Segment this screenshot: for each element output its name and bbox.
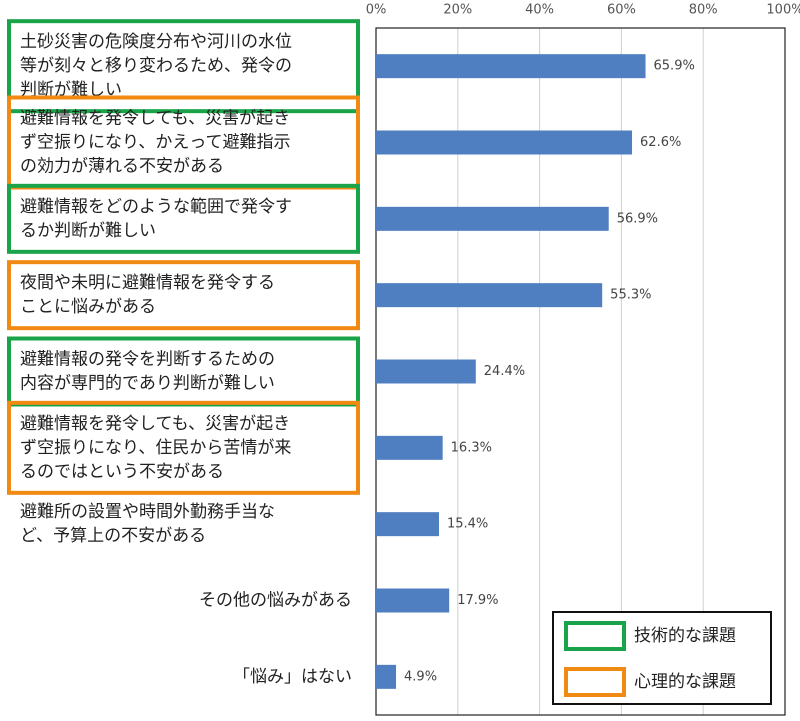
value-label: 17.9% <box>457 593 498 608</box>
legend-box <box>552 611 772 705</box>
bar <box>376 206 609 231</box>
legend-swatch <box>564 667 626 697</box>
bar <box>376 54 646 79</box>
category-label: 判断が難しい <box>20 80 122 100</box>
category-label: その他の悩みがある <box>199 591 352 611</box>
x-tick-label: 0% <box>366 3 387 18</box>
value-label: 16.3% <box>451 440 492 455</box>
category-label: ことに悩みがある <box>20 297 156 317</box>
bar <box>376 435 443 460</box>
legend-label: 心理的な課題 <box>634 672 736 692</box>
value-label: 65.9% <box>654 59 695 74</box>
value-label: 4.9% <box>404 669 437 684</box>
bar <box>376 588 450 613</box>
bar <box>376 512 439 537</box>
category-label: 夜間や未明に避難情報を発令する <box>20 273 275 293</box>
bar <box>376 359 476 384</box>
category-label: ど、予算上の不安がある <box>20 526 206 546</box>
x-tick-label: 40% <box>525 3 554 18</box>
category-label: 「悩み」はない <box>233 667 352 687</box>
category-label: 避難情報を発令しても、災害が起き <box>20 109 290 129</box>
bar <box>376 283 603 308</box>
category-label: 避難所の設置や時間外勤務手当な <box>20 502 275 522</box>
category-box <box>7 183 360 254</box>
bar <box>376 130 633 155</box>
legend-swatch <box>564 621 626 651</box>
x-tick-label: 60% <box>607 3 636 18</box>
value-label: 55.3% <box>610 288 651 303</box>
x-tick-label: 20% <box>443 3 472 18</box>
category-label: 避難情報の発令を判断するための <box>20 350 275 370</box>
category-label: 土砂災害の危険度分布や河川の水位 <box>20 32 292 52</box>
category-box <box>7 336 360 407</box>
category-label: ず空振りになり、住民から苦情が来 <box>20 438 291 458</box>
value-label: 62.6% <box>640 135 681 150</box>
x-tick-label: 80% <box>689 3 718 18</box>
category-label: ず空振りになり、かえって避難指示 <box>20 133 290 153</box>
category-label: るのではという不安がある <box>20 462 224 482</box>
legend-label: 技術的な課題 <box>634 626 736 646</box>
value-label: 15.4% <box>447 517 488 532</box>
bar <box>376 664 397 689</box>
category-label: 内容が専門的であり判断が難しい <box>20 374 275 394</box>
value-label: 56.9% <box>617 211 658 226</box>
category-label: の効力が薄れる不安がある <box>20 157 224 177</box>
category-label: 避難情報を発令しても、災害が起き <box>20 414 290 434</box>
x-tick-label: 100% <box>766 3 800 18</box>
category-box <box>7 19 360 114</box>
category-label: 避難情報をどのような範囲で発令す <box>20 197 292 217</box>
category-box <box>7 260 360 331</box>
value-label: 24.4% <box>484 364 525 379</box>
category-label: 等が刻々と移り変わるため、発令の <box>20 56 292 76</box>
category-box <box>7 400 360 495</box>
category-label: るか判断が難しい <box>20 221 156 241</box>
